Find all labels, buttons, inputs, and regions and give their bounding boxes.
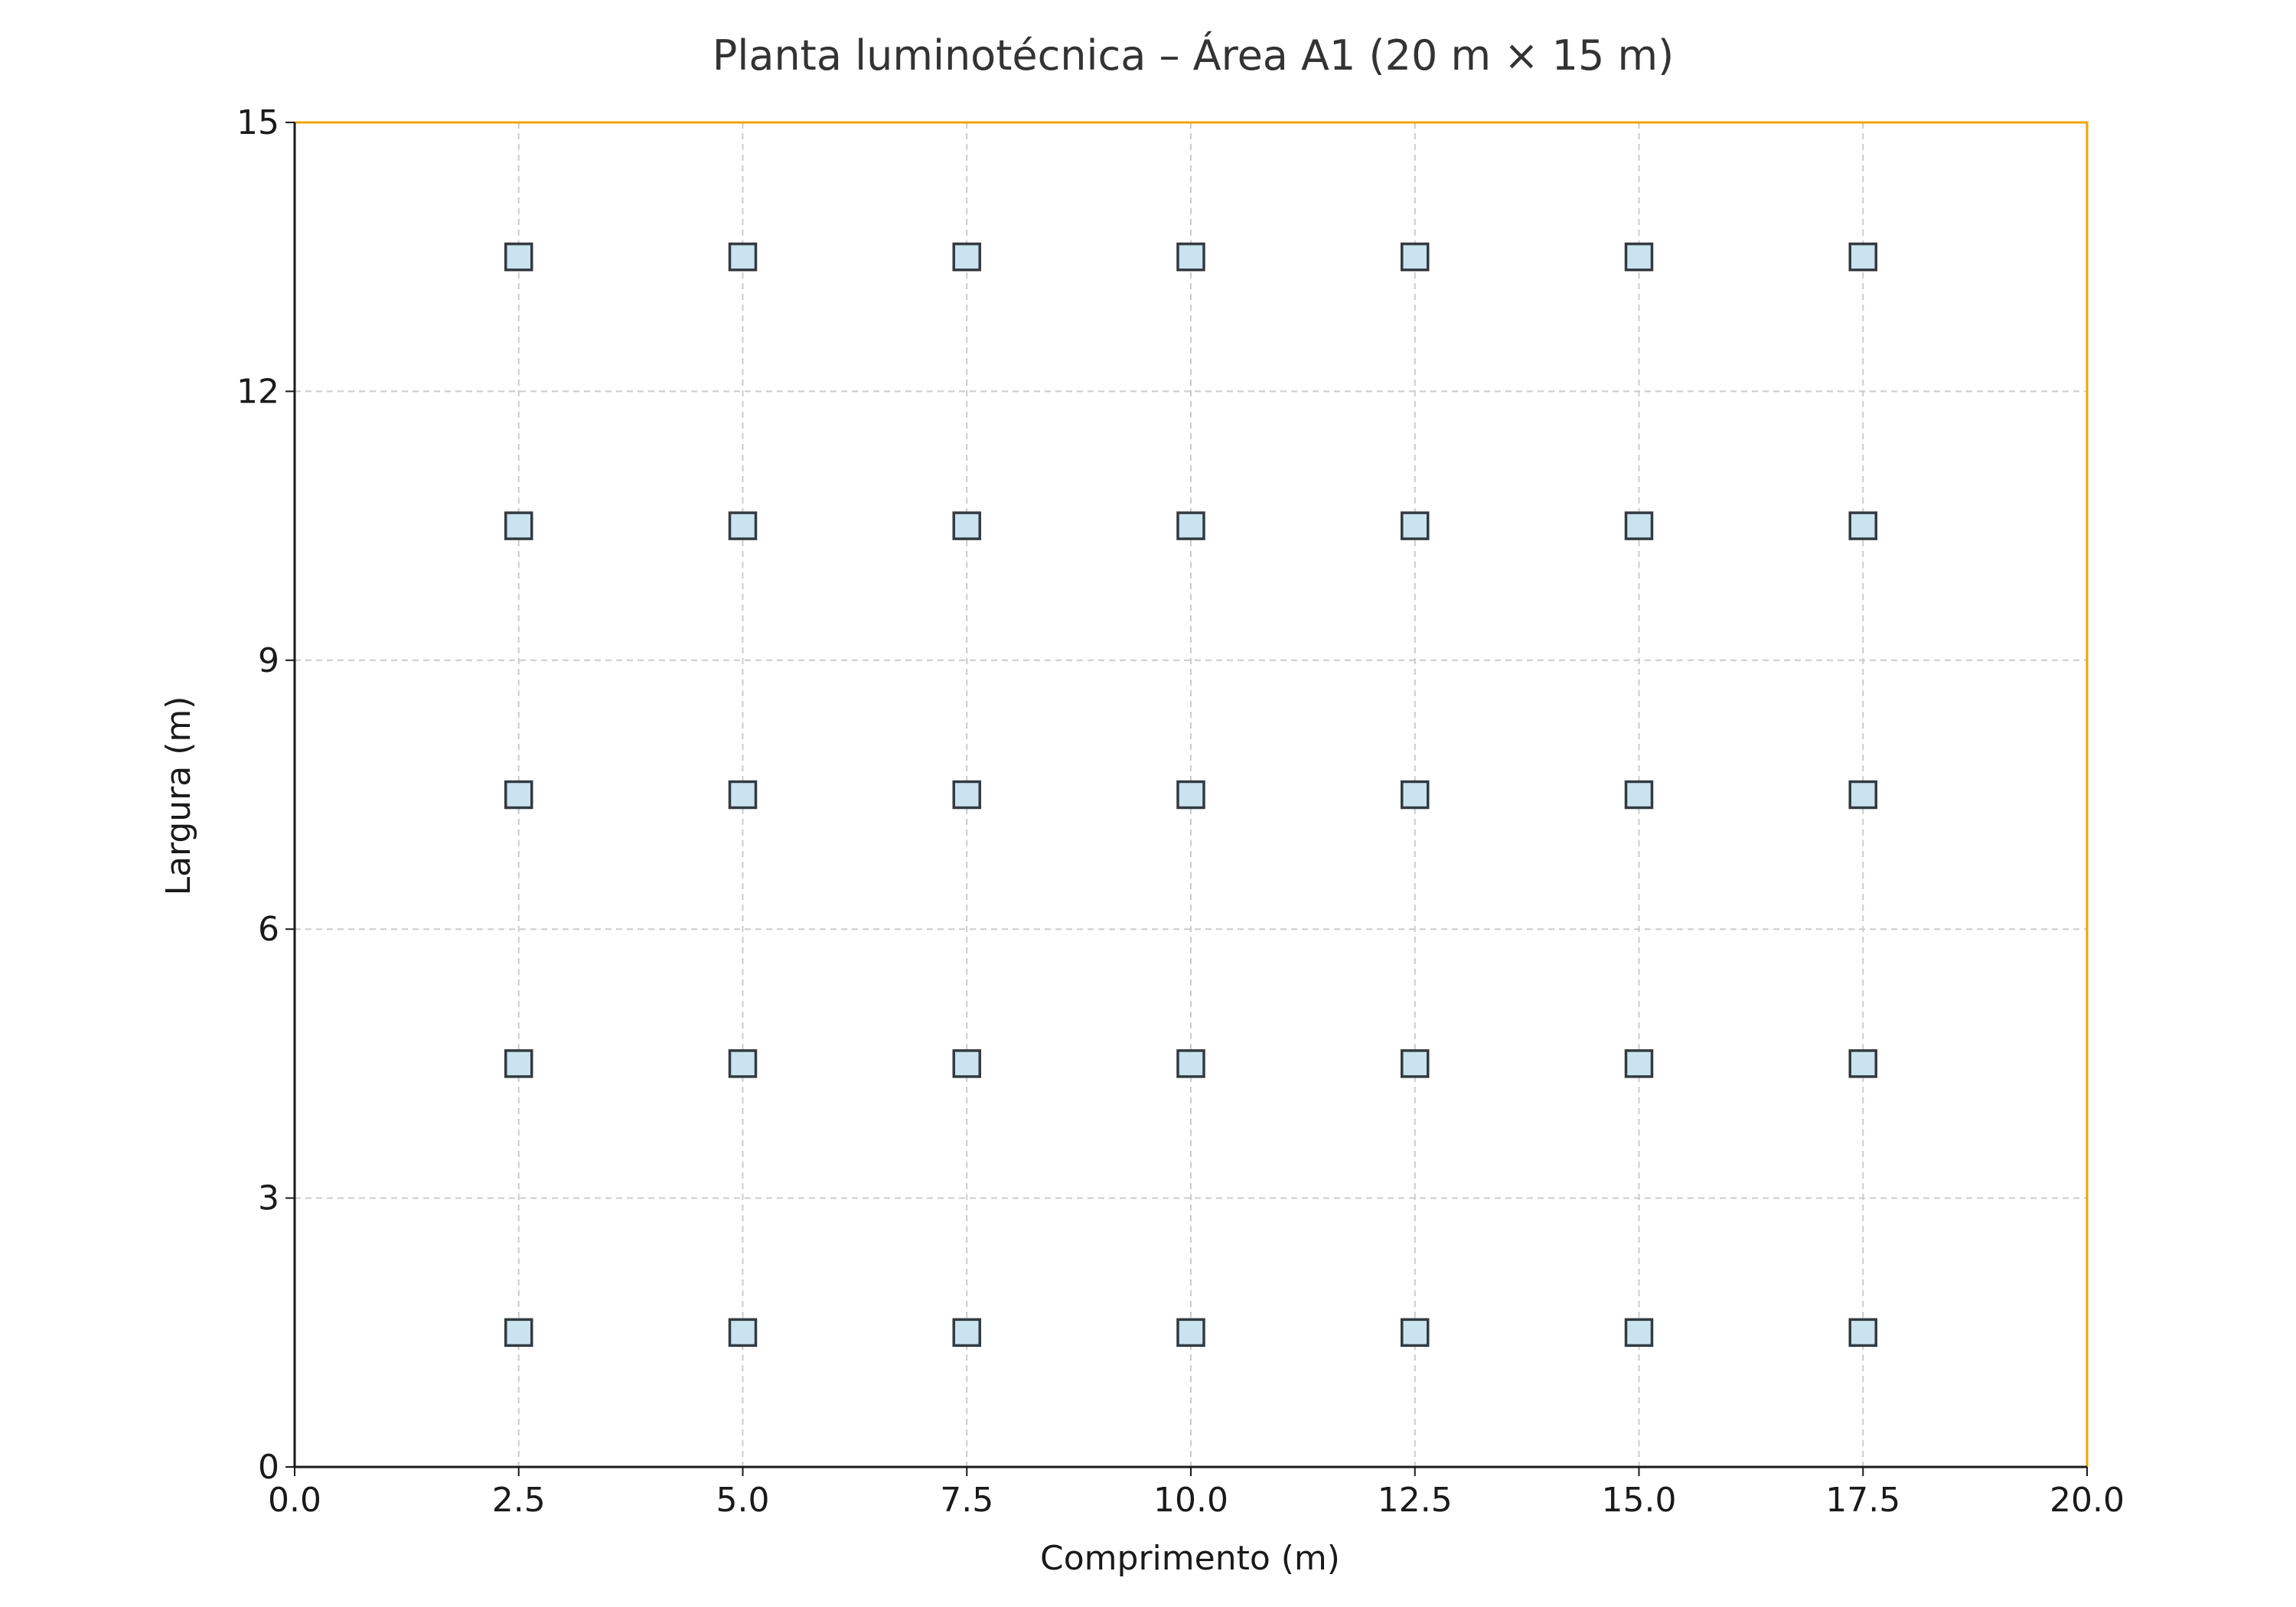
luminaire-marker bbox=[952, 511, 981, 540]
y-tick-label: 3 bbox=[258, 1179, 279, 1218]
luminaire-marker bbox=[1176, 242, 1205, 272]
x-tick-label: 7.5 bbox=[940, 1481, 993, 1520]
luminaire-marker bbox=[1624, 780, 1654, 810]
y-tick-label: 12 bbox=[236, 372, 279, 411]
luminaire-marker bbox=[504, 1049, 533, 1078]
luminaire-marker bbox=[728, 1318, 758, 1348]
luminaire-marker bbox=[504, 242, 533, 272]
luminaire-marker bbox=[1401, 780, 1430, 810]
luminaire-marker bbox=[1401, 1318, 1430, 1348]
luminaire-marker bbox=[1624, 242, 1654, 272]
tick-layer: 0.0 2.5 5.0 7.5 10.0 12.5 15.0 17.5 20.0 0 3 6 9 12 15 bbox=[236, 103, 2125, 1520]
marker-layer bbox=[504, 242, 1877, 1348]
luminaire-marker bbox=[504, 511, 533, 540]
x-tick-label: 2.5 bbox=[492, 1481, 546, 1520]
luminaire-marker bbox=[1848, 780, 1877, 810]
luminaire-marker bbox=[952, 1049, 981, 1078]
luminaire-marker bbox=[1176, 780, 1205, 810]
x-tick-label: 10.0 bbox=[1153, 1481, 1228, 1520]
y-tick-label: 15 bbox=[236, 103, 279, 142]
luminaire-marker bbox=[1176, 511, 1205, 540]
y-axis-label: Largura (m) bbox=[159, 696, 198, 896]
y-tick-label: 9 bbox=[258, 641, 279, 680]
y-tick-label: 6 bbox=[258, 910, 279, 949]
chart-title: Planta luminotécnica – Área A1 (20 m × 1… bbox=[713, 31, 1674, 80]
luminaire-marker bbox=[728, 1049, 758, 1078]
luminaire-marker bbox=[1624, 1318, 1654, 1348]
x-axis-label: Comprimento (m) bbox=[1040, 1539, 1340, 1578]
x-tick-label: 15.0 bbox=[1602, 1481, 1677, 1520]
luminaire-marker bbox=[952, 242, 981, 272]
luminaire-marker bbox=[1848, 1318, 1877, 1348]
luminaire-marker bbox=[504, 780, 533, 810]
luminaire-marker bbox=[728, 780, 758, 810]
x-tick-label: 20.0 bbox=[2050, 1481, 2125, 1520]
x-tick-label: 0.0 bbox=[268, 1481, 321, 1520]
luminaire-marker bbox=[1848, 511, 1877, 540]
luminaire-marker bbox=[952, 1318, 981, 1348]
luminaire-marker bbox=[1848, 1049, 1877, 1078]
luminaire-marker bbox=[952, 780, 981, 810]
luminaire-marker bbox=[1624, 511, 1654, 540]
x-tick-label: 17.5 bbox=[1825, 1481, 1900, 1520]
luminaire-marker bbox=[728, 242, 758, 272]
luminaire-marker bbox=[1624, 1049, 1654, 1078]
x-tick-label: 5.0 bbox=[716, 1481, 770, 1520]
luminaire-marker bbox=[504, 1318, 533, 1348]
luminaire-marker bbox=[1401, 1049, 1430, 1078]
luminaire-marker bbox=[728, 511, 758, 540]
y-tick-label: 0 bbox=[258, 1448, 279, 1487]
luminaire-marker bbox=[1848, 242, 1877, 272]
luminaire-marker bbox=[1176, 1318, 1205, 1348]
x-tick-label: 12.5 bbox=[1378, 1481, 1453, 1520]
luminaire-marker bbox=[1176, 1049, 1205, 1078]
luminaire-marker bbox=[1401, 511, 1430, 540]
luminaire-marker bbox=[1401, 242, 1430, 272]
